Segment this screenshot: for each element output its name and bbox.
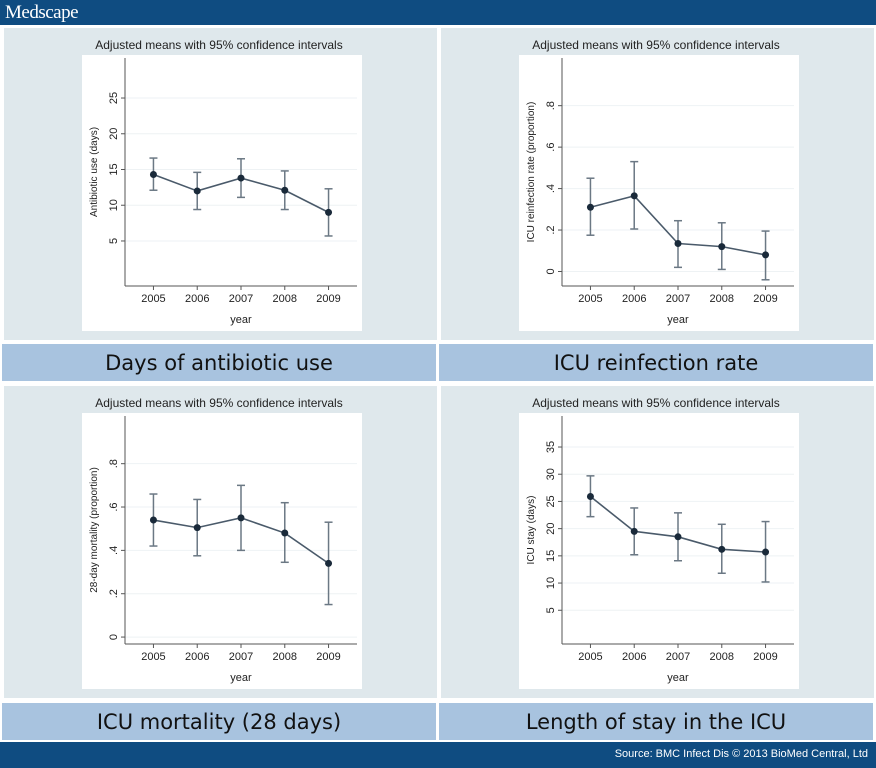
data-point [674,533,682,541]
y-tick-label: 30 [545,468,557,480]
y-tick-label: 25 [545,495,557,507]
chart-panel-antibiotic: Adjusted means with 95% confidence inter… [4,28,437,340]
x-tick-label: 2009 [753,293,777,305]
data-point [281,186,289,194]
x-tick-label: 2006 [622,651,646,663]
x-tick-label: 2005 [141,651,165,663]
data-point [149,516,157,524]
y-tick-label: .6 [108,502,120,511]
chart-panel-reinfection: Adjusted means with 95% confidence inter… [441,28,874,340]
x-tick-label: 2009 [316,293,340,305]
y-tick-label: 5 [545,607,557,613]
y-tick-label: .6 [545,143,557,152]
label-bar-icu-stay: Length of stay in the ICU [439,703,873,740]
y-tick-label: 10 [545,577,557,589]
chart-mortality: Adjusted means with 95% confidence inter… [82,396,362,689]
chart-panel-icu-stay: Adjusted means with 95% confidence inter… [441,386,874,698]
x-tick-label: 2007 [666,651,690,663]
medscape-logo: Medscape [5,2,79,23]
x-tick-label: 2008 [710,293,734,305]
data-point [325,208,333,216]
x-tick-label: 2008 [273,293,297,305]
y-tick-label: 35 [545,441,557,453]
y-tick-label: 15 [108,163,120,175]
header-bar: Medscape [0,0,876,25]
y-axis-label: ICU stay (days) [526,496,537,565]
data-point [193,524,201,532]
y-tick-label: 25 [108,92,120,104]
x-tick-label: 2007 [229,293,253,305]
data-point [586,493,594,501]
source-credit: Source: BMC Infect Dis © 2013 BioMed Cen… [614,748,868,760]
label-bar-antibiotic: Days of antibiotic use [2,344,436,381]
data-point [237,174,245,182]
x-tick-label: 2005 [578,651,602,663]
y-tick-label: 5 [108,238,120,244]
label-bar-reinfection: ICU reinfection rate [439,344,873,381]
y-tick-label: 20 [108,128,120,140]
y-axis-label: ICU reinfection rate (proportion) [526,102,537,243]
y-tick-label: .2 [108,589,120,598]
chart-icu-stay: Adjusted means with 95% confidence inter… [519,396,799,689]
x-axis-label: year [667,672,689,684]
data-point [674,240,682,248]
footer-bar: Source: BMC Infect Dis © 2013 BioMed Cen… [0,742,876,768]
chart-panel-mortality: Adjusted means with 95% confidence inter… [4,386,437,698]
y-tick-label: .8 [545,101,557,110]
plot-background [82,413,362,689]
data-point [762,548,770,556]
x-tick-label: 2007 [666,293,690,305]
data-point [630,527,638,535]
x-tick-label: 2008 [273,651,297,663]
chart-reinfection-rate: Adjusted means with 95% confidence inter… [519,38,799,331]
x-axis-label: year [230,314,252,326]
x-tick-label: 2005 [578,293,602,305]
y-tick-label: 0 [108,634,120,640]
x-tick-label: 2006 [622,293,646,305]
label-bar-mortality: ICU mortality (28 days) [2,703,436,740]
x-tick-label: 2008 [710,651,734,663]
x-tick-label: 2009 [316,651,340,663]
y-axis-label: Antibiotic use (days) [89,127,100,217]
data-point [149,171,157,179]
chart-title: Adjusted means with 95% confidence inter… [532,38,779,52]
chart-title: Adjusted means with 95% confidence inter… [95,396,342,410]
y-axis-label: 28-day mortality (proportion) [89,467,100,593]
y-tick-label: 15 [545,550,557,562]
chart-title: Adjusted means with 95% confidence inter… [95,38,342,52]
y-tick-label: 10 [108,199,120,211]
data-point [718,545,726,553]
data-point [586,203,594,211]
y-tick-label: 20 [545,523,557,535]
plot-background [519,55,799,331]
x-tick-label: 2006 [185,293,209,305]
x-axis-label: year [667,314,689,326]
data-point [630,192,638,200]
data-point [718,243,726,251]
x-tick-label: 2006 [185,651,209,663]
y-tick-label: 0 [545,268,557,274]
plot-background [82,55,362,331]
y-tick-label: .4 [108,546,120,555]
data-point [762,251,770,259]
x-tick-label: 2007 [229,651,253,663]
chart-antibiotic-use: Adjusted means with 95% confidence inter… [82,38,362,331]
y-tick-label: .8 [108,459,120,468]
data-point [281,529,289,537]
x-tick-label: 2005 [141,293,165,305]
chart-title: Adjusted means with 95% confidence inter… [532,396,779,410]
x-tick-label: 2009 [753,651,777,663]
y-tick-label: .4 [545,184,557,193]
data-point [325,559,333,567]
x-axis-label: year [230,672,252,684]
y-tick-label: .2 [545,225,557,234]
data-point [237,514,245,522]
data-point [193,187,201,195]
